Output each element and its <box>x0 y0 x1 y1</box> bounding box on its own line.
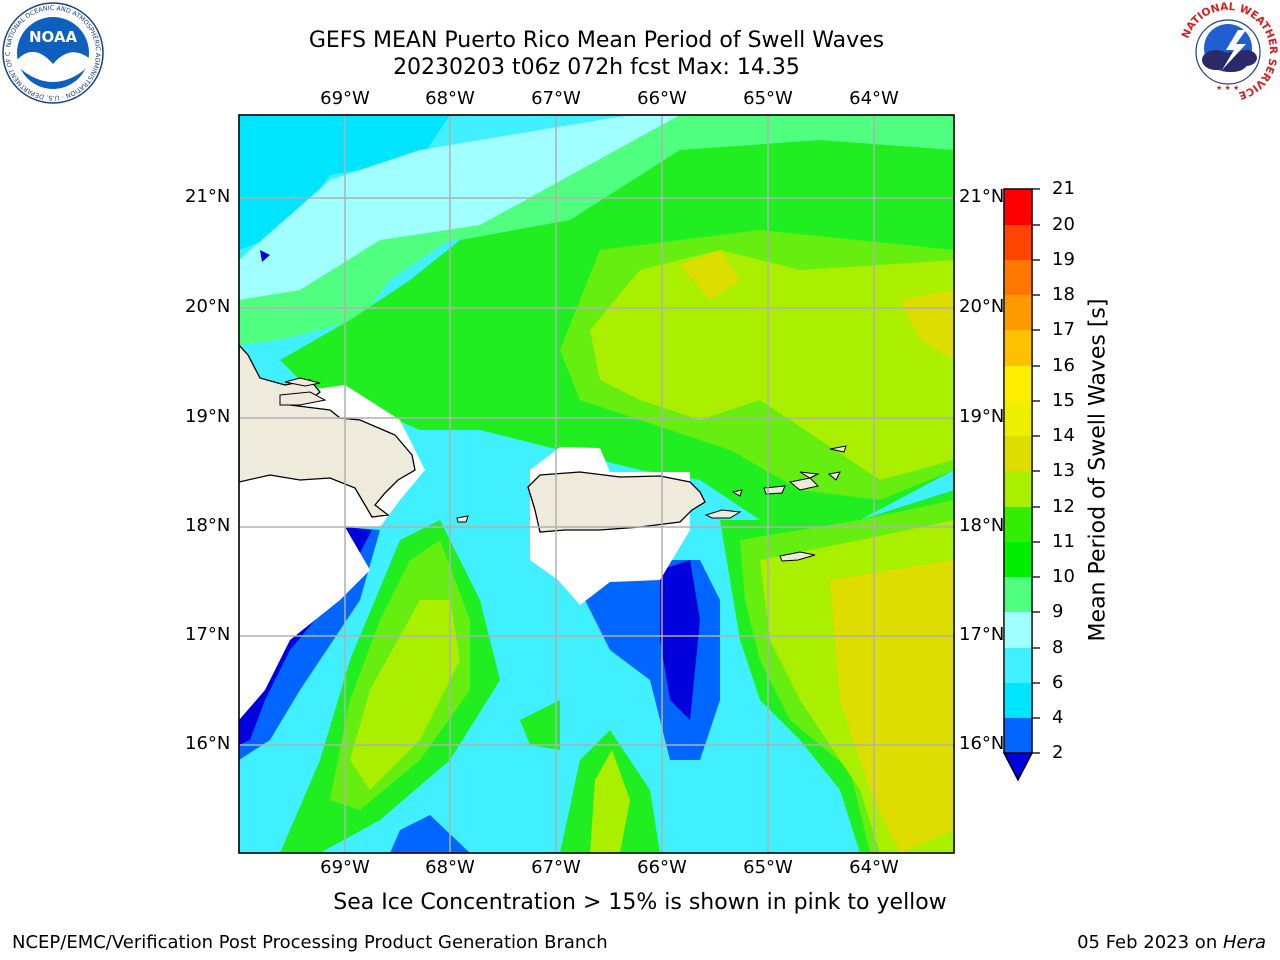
swell-contour-yellow <box>680 250 954 360</box>
footer-host: Hera <box>1222 932 1266 953</box>
colorbar-tick: 12 <box>1052 496 1075 517</box>
lat-label-right-19n: 19°N <box>959 406 1005 427</box>
nws-logo: NATIONAL WEATHER SERVICE ★ ★ ★ <box>1178 1 1279 102</box>
lat-label-right-20n: 20°N <box>959 296 1005 317</box>
lon-label-bottom-66w: 66°W <box>637 857 687 878</box>
land-st-croix <box>779 551 816 562</box>
colorbar-overlay <box>1002 188 1034 782</box>
swell-contour-yellow-sw <box>350 600 460 790</box>
lon-label-bottom-68w: 68°W <box>425 857 475 878</box>
colorbar-tick: 10 <box>1052 566 1075 587</box>
swell-contour-darkblue-s <box>660 560 700 720</box>
map-subtitle-forecast: 20230203 t06z 072h fcst Max: 14.35 <box>393 55 800 80</box>
colorbar-tick: 16 <box>1052 355 1075 376</box>
colorbar-tick: 20 <box>1052 214 1075 235</box>
swell-contour-green-spot <box>520 700 560 750</box>
lon-label-bottom-65w: 65°W <box>743 857 793 878</box>
sea-ice-note: Sea Ice Concentration > 15% is shown in … <box>333 890 947 915</box>
land-vieques <box>704 509 742 519</box>
land-virgin-gorda <box>799 471 820 479</box>
land-samana <box>279 391 327 406</box>
lat-label-right-16n: 16°N <box>959 733 1005 754</box>
swell-contour-darkblue-spot <box>260 250 270 262</box>
map-title: GEFS MEAN Puerto Rico Mean Period of Swe… <box>308 28 885 53</box>
footer-date: 05 Feb 2023 on Hera <box>1077 932 1266 953</box>
footer-credit: NCEP/EMC/Verification Post Processing Pr… <box>12 932 608 953</box>
svg-text:★ ★ ★: ★ ★ ★ <box>1216 84 1239 92</box>
lon-label-top-69w: 69°W <box>320 88 370 109</box>
noaa-logo: NATIONAL OCEANIC AND ATMOSPHERIC ADMINIS… <box>2 2 104 104</box>
footer-date-text: 05 Feb 2023 on <box>1077 932 1223 953</box>
land-st-thomas <box>763 485 786 495</box>
lon-label-top-68w: 68°W <box>425 88 475 109</box>
lat-label-left-19n: 19°N <box>185 406 231 427</box>
land-culebra <box>731 489 743 497</box>
land-anegada-south <box>827 471 841 481</box>
colorbar-tick: 4 <box>1052 707 1064 728</box>
lat-label-right-18n: 18°N <box>959 515 1005 536</box>
colorbar-tick: 9 <box>1052 601 1064 622</box>
colorbar-tick: 8 <box>1052 637 1064 658</box>
svg-text:NOAA: NOAA <box>29 28 78 46</box>
map-frame <box>238 114 955 854</box>
lon-label-top-64w: 64°W <box>849 88 899 109</box>
land-mona-island <box>456 515 469 523</box>
lat-label-right-21n: 21°N <box>959 186 1005 207</box>
lat-label-left-16n: 16°N <box>185 733 231 754</box>
colorbar-tick: 14 <box>1052 425 1075 446</box>
lat-label-left-17n: 17°N <box>185 624 231 645</box>
colorbar-title: Mean Period of Swell Waves [s] <box>1085 298 1111 642</box>
lon-label-top-65w: 65°W <box>743 88 793 109</box>
colorbar-tick: 2 <box>1052 742 1064 763</box>
colorbar-tick: 15 <box>1052 390 1075 411</box>
lon-label-bottom-64w: 64°W <box>849 857 899 878</box>
land-anegada <box>829 445 847 453</box>
lon-label-top-67w: 67°W <box>531 88 581 109</box>
swell-contour-green-light <box>239 115 954 345</box>
colorbar-tick: 6 <box>1052 672 1064 693</box>
colorbar-tick: 18 <box>1052 284 1075 305</box>
land-tortola <box>788 477 819 491</box>
lat-label-left-21n: 21°N <box>185 186 231 207</box>
colorbar-tick: 17 <box>1052 319 1075 340</box>
map-gridlines <box>239 115 954 853</box>
lon-label-bottom-67w: 67°W <box>531 857 581 878</box>
lon-label-bottom-69w: 69°W <box>320 857 370 878</box>
colorbar-tick: 19 <box>1052 249 1075 270</box>
swell-contour-yellow-se <box>830 560 954 853</box>
lat-label-right-17n: 17°N <box>959 624 1005 645</box>
lon-label-top-66w: 66°W <box>637 88 687 109</box>
land-north-coast-island <box>284 377 321 387</box>
colorbar-tick: 21 <box>1052 178 1075 199</box>
colorbar-tick: 13 <box>1052 460 1075 481</box>
colorbar-tick: 11 <box>1052 531 1075 552</box>
lat-label-left-20n: 20°N <box>185 296 231 317</box>
lat-label-left-18n: 18°N <box>185 515 231 536</box>
land-puerto-rico <box>527 471 706 533</box>
swell-contour-lime-s <box>590 750 630 853</box>
